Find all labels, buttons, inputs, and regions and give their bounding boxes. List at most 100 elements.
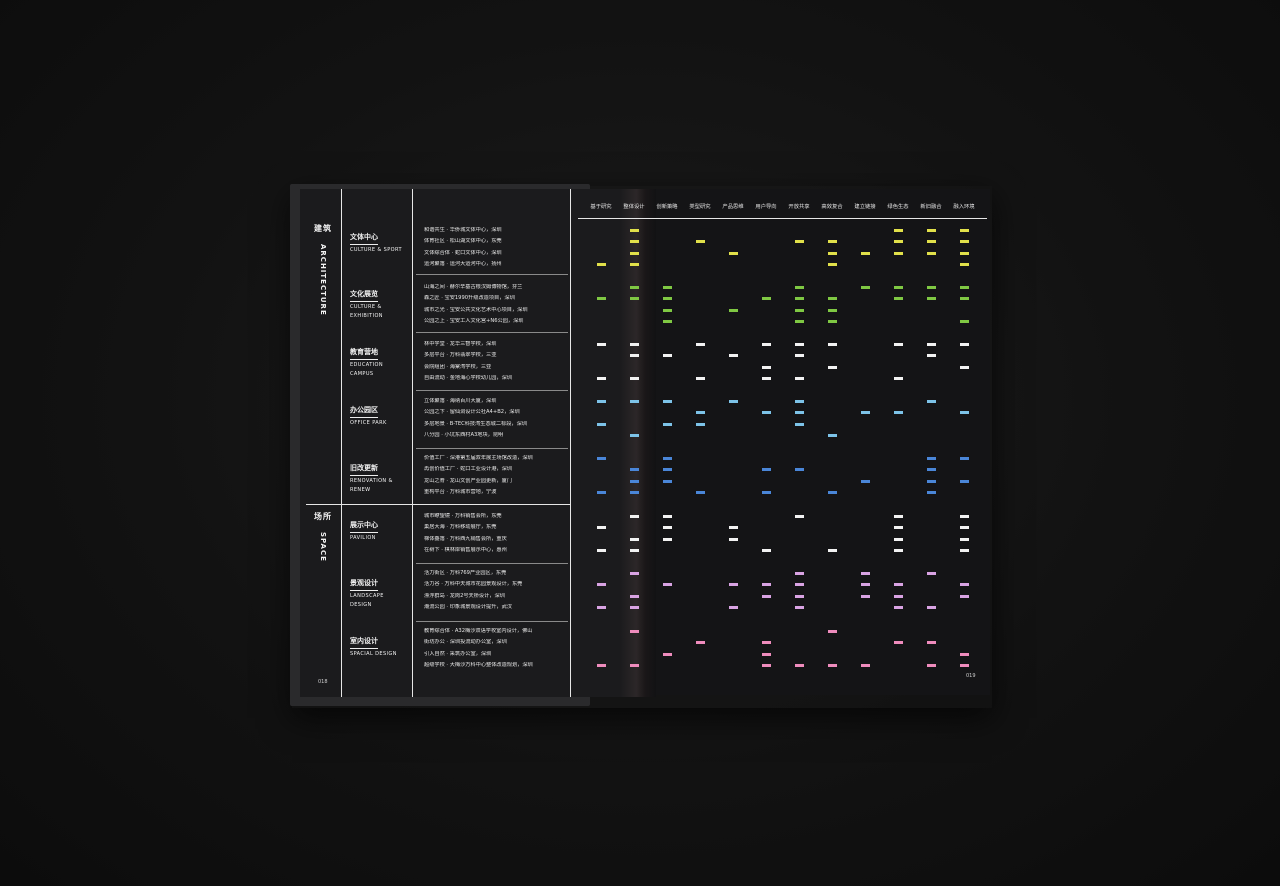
column-header: 绿色生态 — [887, 204, 909, 210]
matrix-mark — [960, 663, 969, 667]
project-item: 体育社区 · 松山湖文体中心，东莞 — [424, 238, 502, 245]
subcategory-title: 办公园区 — [350, 406, 378, 418]
matrix-mark — [828, 297, 837, 301]
project-item: 超级学校 · 大梅沙万科中心整体改造规划，深圳 — [424, 661, 533, 668]
matrix-mark — [861, 583, 870, 587]
header-rule — [578, 218, 987, 219]
matrix-mark — [927, 343, 936, 346]
subcategory-subtitle: PAVILION — [350, 535, 376, 541]
matrix-mark — [960, 229, 969, 232]
left-divider — [341, 189, 342, 697]
matrix-mark — [828, 319, 837, 323]
category-separator — [416, 274, 568, 275]
matrix-mark — [630, 251, 639, 255]
matrix-mark — [762, 641, 771, 645]
matrix-mark — [960, 583, 969, 587]
mid-divider — [412, 189, 413, 697]
matrix-mark — [828, 308, 837, 312]
project-item: 林中学堂 · 龙华三智学校，深圳 — [424, 341, 497, 347]
subcategory-subtitle: CULTURE & SPORT — [350, 247, 402, 253]
matrix-mark — [960, 297, 969, 301]
matrix-mark — [696, 343, 705, 346]
matrix-mark — [729, 537, 738, 541]
matrix-mark — [630, 605, 639, 609]
matrix-mark — [927, 457, 936, 460]
matrix-mark — [894, 605, 903, 609]
left-page — [300, 189, 638, 697]
matrix-mark — [960, 652, 969, 656]
matrix-mark — [795, 411, 804, 415]
project-item: 教育综合体 · A32梅沙双语学校室内设计，佛山 — [424, 628, 533, 634]
right-folio: 019 — [966, 673, 976, 679]
subcategory-subtitle: CAMPUS — [350, 371, 374, 377]
column-header: 产品思维 — [722, 204, 744, 210]
subcategory-subtitle: RENEW — [350, 487, 371, 493]
matrix-mark — [597, 548, 606, 552]
matrix-mark — [630, 240, 639, 244]
matrix-mark — [828, 251, 837, 255]
matrix-mark — [630, 468, 639, 472]
project-item: 活力街区 · 万科769产业园区，东莞 — [424, 570, 507, 576]
matrix-mark — [663, 308, 672, 312]
matrix-mark — [894, 583, 903, 587]
project-item: 在树下 · 棋林岸销售展示中心，惠州 — [424, 546, 507, 553]
matrix-mark — [795, 468, 804, 472]
right-page — [650, 189, 990, 695]
matrix-mark — [696, 490, 705, 494]
matrix-mark — [795, 308, 804, 312]
subcategory-title: 旧改更新 — [350, 464, 378, 476]
matrix-mark — [630, 479, 639, 483]
matrix-mark — [861, 286, 870, 289]
matrix-mark — [630, 548, 639, 552]
project-item: 城市之光 · 宝安公共文化艺术中心项目，深圳 — [424, 306, 528, 313]
project-item: 巢居大海 · 万科移动展厅，东莞 — [424, 524, 497, 531]
subcategory-subtitle: RENOVATION & — [350, 478, 393, 484]
matrix-mark — [861, 572, 870, 575]
matrix-mark — [762, 594, 771, 598]
matrix-mark — [894, 240, 903, 244]
matrix-mark — [630, 286, 639, 289]
matrix-mark — [960, 515, 969, 518]
matrix-mark — [630, 537, 639, 541]
matrix-mark — [960, 526, 969, 530]
subcategory-title: 文体中心 — [350, 233, 378, 245]
matrix-mark — [894, 594, 903, 598]
matrix-mark — [828, 240, 837, 244]
subcategory-label: 景观设计 LANDSCAPE DESIGN — [350, 570, 412, 609]
matrix-mark — [927, 297, 936, 301]
matrix-mark — [663, 286, 672, 289]
matrix-mark — [795, 663, 804, 667]
matrix-mark — [630, 594, 639, 598]
matrix-mark — [828, 343, 837, 346]
matrix-mark — [927, 468, 936, 472]
matrix-mark — [894, 515, 903, 518]
subcategory-title: 展示中心 — [350, 521, 378, 533]
matrix-mark — [597, 376, 606, 380]
matrix-mark — [597, 663, 606, 667]
left-folio: 018 — [318, 679, 328, 685]
matrix-mark — [762, 365, 771, 369]
matrix-mark — [762, 297, 771, 301]
category-separator — [416, 448, 568, 449]
matrix-mark — [762, 548, 771, 552]
matrix-mark — [795, 422, 804, 426]
matrix-mark — [927, 572, 936, 575]
section-divider — [306, 504, 570, 505]
project-item: 活力谷 · 万科中天城市花园景观设计，东莞 — [424, 581, 523, 588]
matrix-mark — [795, 319, 804, 323]
matrix-mark — [795, 354, 804, 358]
project-item: 和谐共生 · 华侨城文体中心，深圳 — [424, 227, 502, 233]
matrix-mark — [861, 594, 870, 598]
matrix-mark — [795, 297, 804, 301]
matrix-mark — [729, 308, 738, 312]
matrix-mark — [597, 526, 606, 530]
project-item: 梯体叠落 · 万科西九销售会所，重庆 — [424, 535, 507, 542]
matrix-mark — [861, 411, 870, 415]
matrix-mark — [894, 411, 903, 415]
matrix-mark — [927, 354, 936, 358]
matrix-mark — [960, 411, 969, 415]
book-gutter — [620, 189, 656, 697]
subcategory-subtitle: CULTURE & — [350, 304, 382, 310]
project-item: 公园之上 · 宝安工人文化宫+N6公园，深圳 — [424, 317, 524, 324]
subcategory-label: 文化展览 CULTURE & EXHIBITION — [350, 281, 412, 320]
